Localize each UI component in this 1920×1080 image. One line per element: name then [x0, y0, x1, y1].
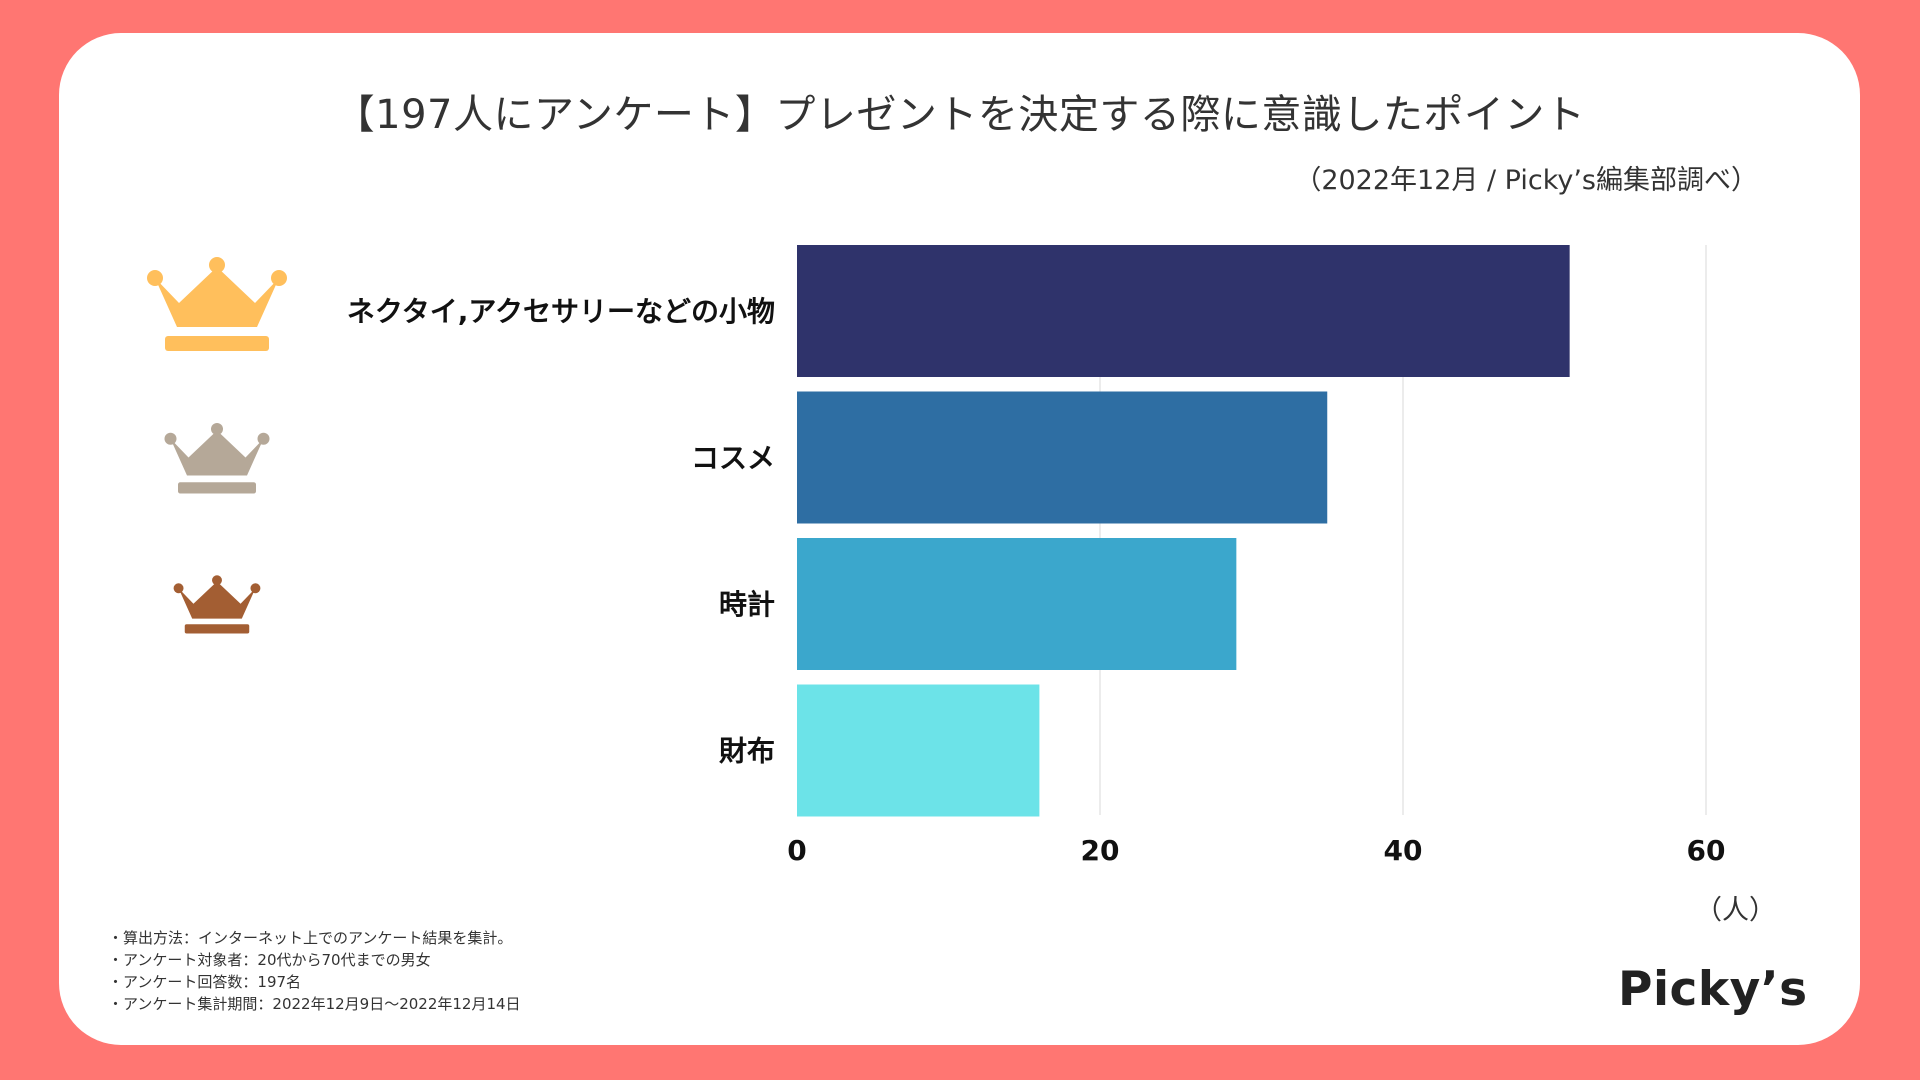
x-tick-label: 20 — [1081, 834, 1120, 867]
bronze-crown-icon — [173, 575, 261, 634]
x-tick-label: 0 — [787, 834, 806, 867]
gold-crown-icon — [147, 257, 287, 351]
x-tick-label: 60 — [1687, 834, 1726, 867]
survey-notes: ・算出方法：インターネット上でのアンケート結果を集計。 ・アンケート対象者：20… — [108, 927, 521, 1015]
category-label: コスメ — [691, 442, 775, 475]
bar-3 — [797, 538, 1237, 670]
pickys-logo: Picky’s — [1618, 962, 1808, 1017]
category-label: 財布 — [719, 735, 775, 768]
note-count: ・アンケート回答数：197名 — [108, 973, 302, 991]
x-tick-label: 40 — [1384, 834, 1423, 867]
chart-subtitle: （2022年12月 / Picky’s編集部調べ） — [1294, 165, 1758, 196]
note-method: ・算出方法：インターネット上でのアンケート結果を集計。 — [108, 929, 513, 947]
note-target: ・アンケート対象者：20代から70代までの男女 — [108, 951, 431, 969]
bar-2 — [797, 391, 1328, 524]
x-axis-unit-label: （人） — [1695, 895, 1776, 926]
chart-title: 【197人にアンケート】プレゼントを決定する際に意識したポイント — [334, 92, 1586, 138]
silver-crown-icon — [164, 423, 270, 494]
category-label: ネクタイ,アクセサリーなどの小物 — [347, 295, 775, 328]
note-period: ・アンケート集計期間：2022年12月9日〜2022年12月14日 — [108, 995, 521, 1013]
bar-1 — [797, 245, 1570, 377]
bar-4 — [797, 684, 1040, 817]
category-label: 時計 — [719, 588, 775, 621]
